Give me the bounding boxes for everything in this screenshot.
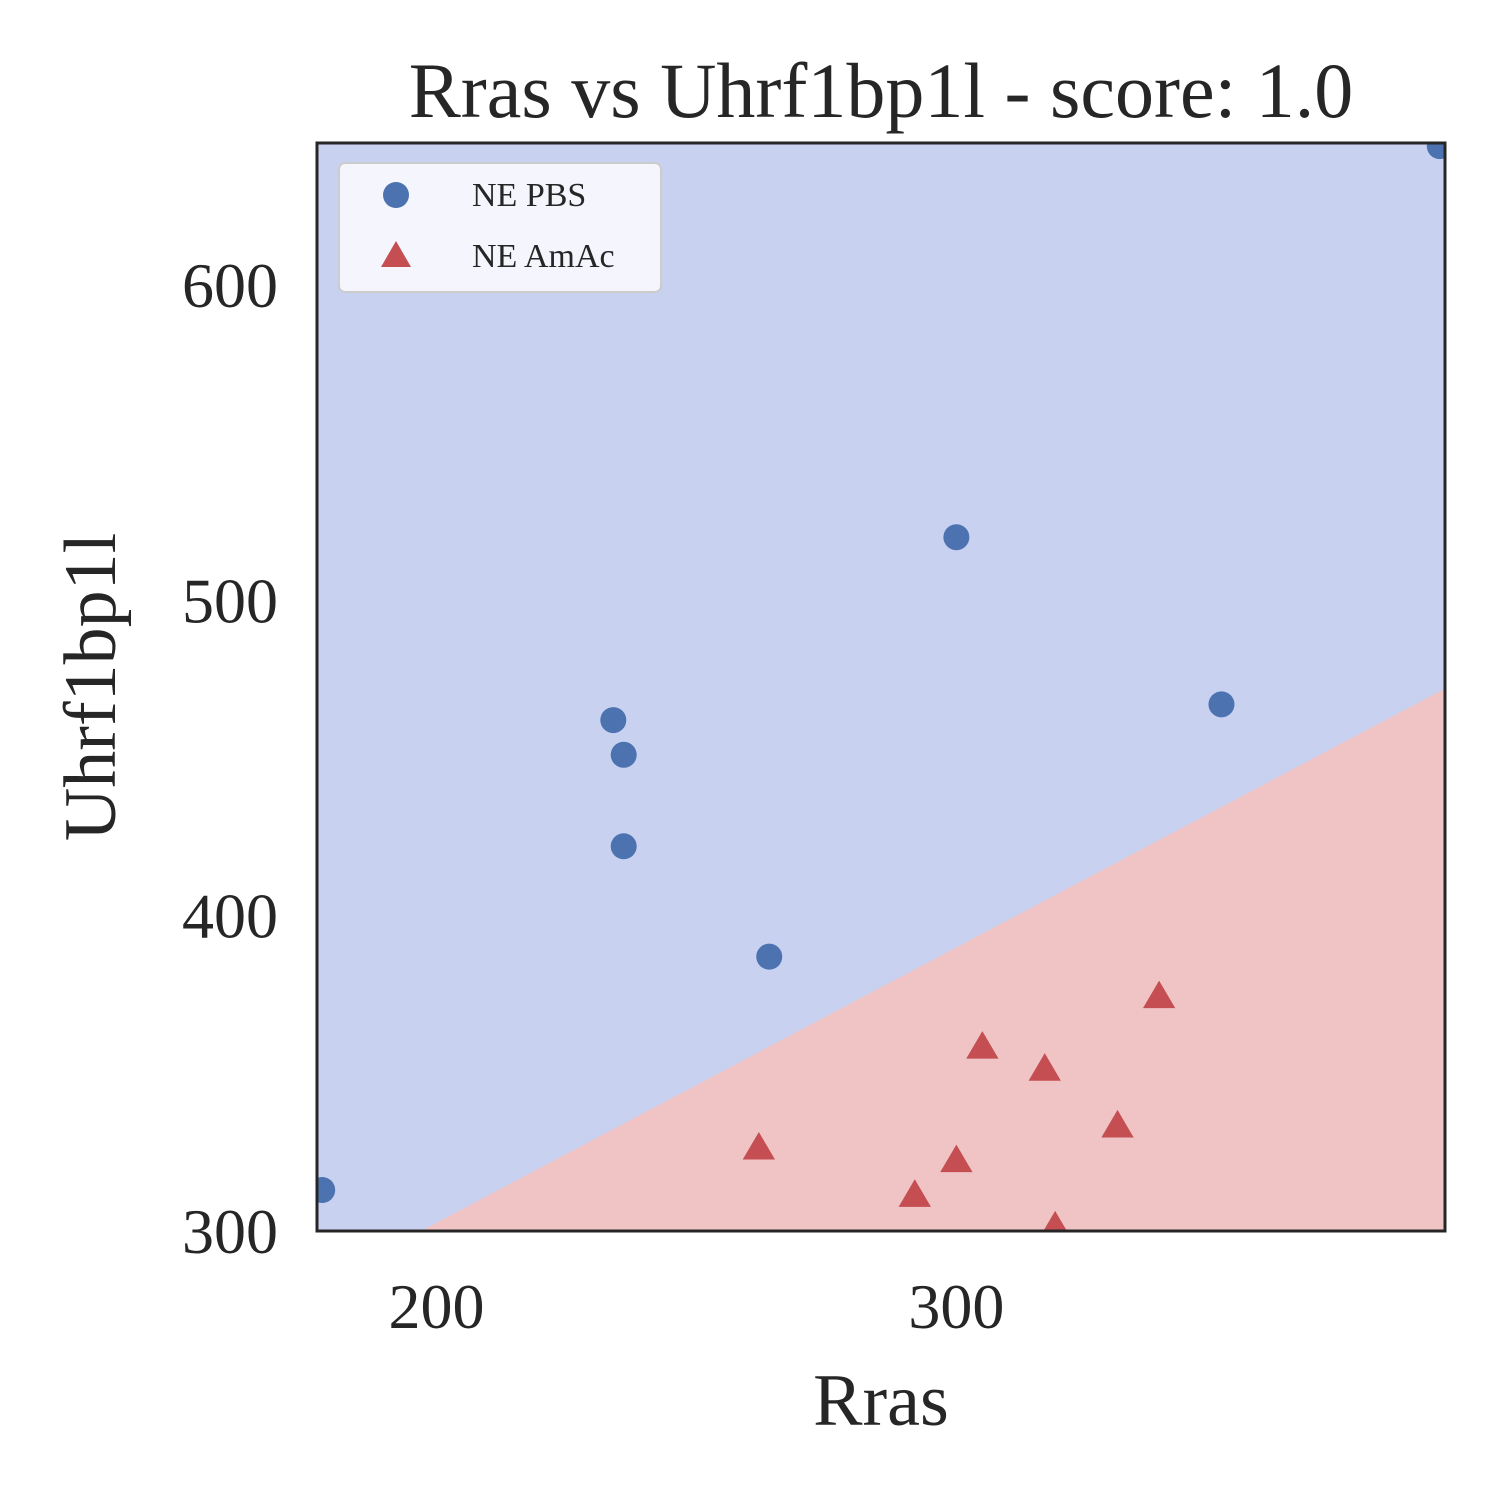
point-ne-pbs-7 [1426, 143, 1445, 160]
point-ne-amac-7 [1142, 980, 1176, 1009]
plot-frame [315, 141, 1447, 1233]
y-tick-label-500: 500 [182, 565, 278, 636]
legend-label-ne-pbs: NE PBS [472, 177, 586, 214]
y-tick-label-400: 400 [182, 881, 278, 952]
legend-marker-ne-amac [381, 241, 411, 267]
point-ne-amac-1 [898, 1179, 931, 1207]
point-ne-pbs-2 [610, 741, 637, 768]
point-ne-amac-4 [1028, 1053, 1061, 1081]
x-tick-label-200: 200 [389, 1271, 485, 1342]
data-markers [317, 143, 1445, 1231]
point-ne-amac-2 [940, 1144, 973, 1173]
x-axis-label: Rras [813, 1360, 949, 1442]
point-ne-pbs-3 [610, 833, 637, 860]
y-axis-ticks: 300 400 500 600 [182, 250, 278, 1267]
legend-label-ne-amac: NE AmAc [472, 238, 615, 275]
y-tick-label-300: 300 [182, 1196, 278, 1267]
point-ne-pbs-1 [600, 707, 627, 734]
legend-box [338, 162, 662, 293]
legend: NE PBS NE AmAc [338, 162, 662, 293]
x-axis-ticks: 200 300 [389, 1271, 1005, 1342]
region-ne-amac [420, 688, 1445, 1231]
point-ne-pbs-0 [317, 1177, 336, 1203]
point-ne-pbs-6 [1208, 691, 1235, 718]
legend-marker-ne-pbs [383, 182, 409, 208]
y-axis-label: Uhrf1bp1l [50, 533, 132, 841]
point-ne-amac-5 [1043, 1210, 1067, 1231]
x-tick-label-300: 300 [908, 1271, 1004, 1342]
y-tick-label-600: 600 [182, 250, 278, 321]
point-ne-amac-0 [742, 1132, 775, 1160]
point-ne-amac-3 [966, 1031, 999, 1059]
chart-title: Rras vs Uhrf1bp1l - score: 1.0 [409, 47, 1354, 134]
point-ne-pbs-5 [943, 524, 970, 551]
point-ne-amac-6 [1101, 1109, 1134, 1138]
point-ne-pbs-4 [756, 943, 783, 970]
plot-area [317, 143, 1445, 1231]
